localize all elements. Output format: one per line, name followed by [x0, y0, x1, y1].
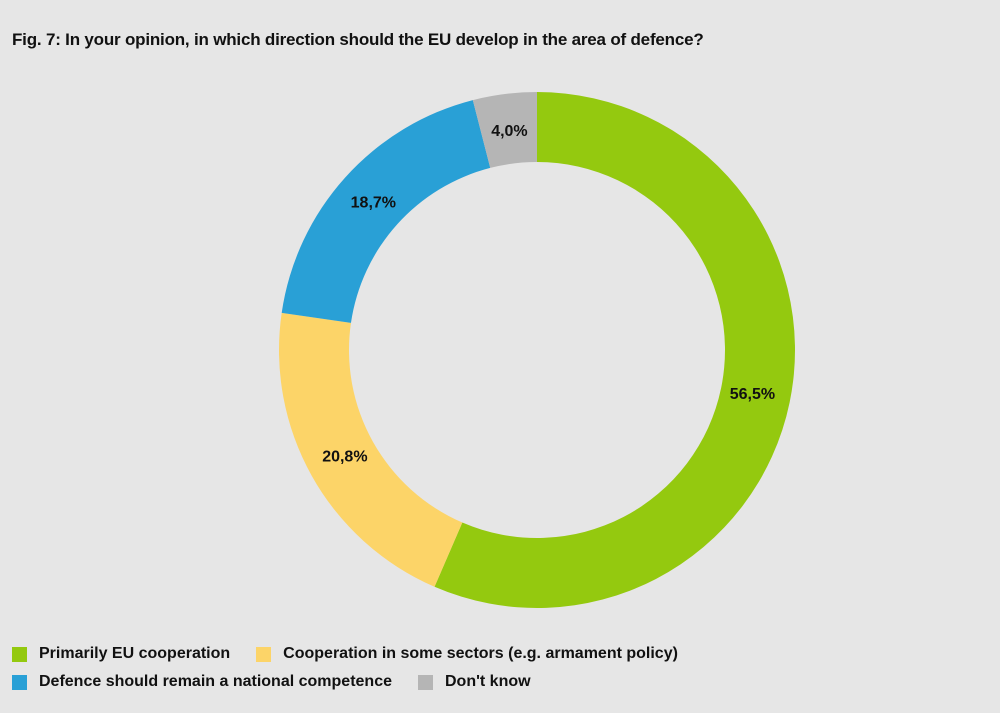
slice-label-dont-know: 4,0%: [491, 123, 527, 140]
legend-swatch-eu-cooperation: [12, 646, 27, 662]
slice-dont-know: [472, 92, 537, 168]
chart-title: Fig. 7: In your opinion, in which direct…: [12, 30, 704, 49]
legend-swatch-national-competence: [12, 674, 27, 690]
legend-row-2: Defence should remain a national compete…: [12, 668, 972, 696]
slice-label-eu-cooperation: 56,5%: [730, 386, 775, 403]
slice-national-competence: [281, 100, 491, 323]
legend-item-sector-cooperation: Cooperation in some sectors (e.g. armame…: [256, 645, 678, 663]
legend-label-eu-cooperation: Primarily EU cooperation: [39, 645, 231, 662]
legend-item-dont-know: Don't know: [417, 673, 531, 691]
slice-label-national-competence: 18,7%: [351, 194, 396, 211]
legend-row-1: Primarily EU cooperation Cooperation in …: [12, 640, 972, 668]
legend-label-sector-cooperation: Cooperation in some sectors (e.g. armame…: [283, 645, 678, 662]
legend-swatch-dont-know: [417, 674, 433, 690]
legend-item-eu-cooperation: Primarily EU cooperation: [12, 645, 230, 663]
slice-sector-cooperation: [279, 312, 463, 587]
legend-swatch-sector-cooperation: [256, 646, 272, 662]
slice-eu-cooperation: [434, 92, 795, 608]
legend-label-national-competence: Defence should remain a national compete…: [39, 673, 392, 690]
slice-label-sector-cooperation: 20,8%: [322, 449, 367, 466]
legend-label-dont-know: Don't know: [444, 673, 531, 690]
legend: Primarily EU cooperation Cooperation in …: [12, 640, 972, 696]
legend-item-national-competence: Defence should remain a national compete…: [12, 673, 392, 691]
